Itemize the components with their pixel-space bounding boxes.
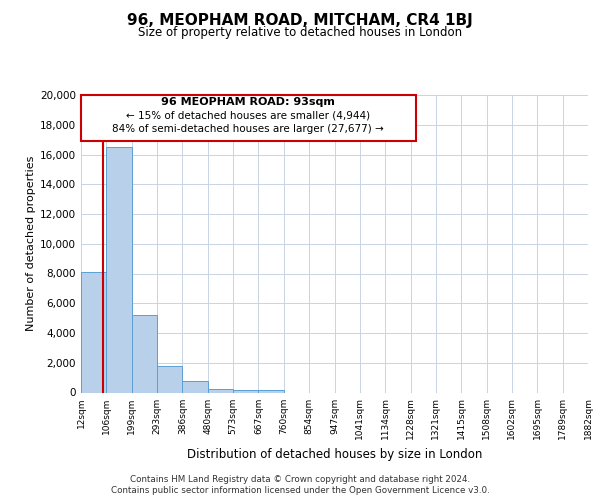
Text: Contains public sector information licensed under the Open Government Licence v3: Contains public sector information licen… xyxy=(110,486,490,495)
Text: Size of property relative to detached houses in London: Size of property relative to detached ho… xyxy=(138,26,462,39)
Bar xyxy=(182,380,208,392)
X-axis label: Distribution of detached houses by size in London: Distribution of detached houses by size … xyxy=(187,448,482,461)
Bar xyxy=(208,389,233,392)
Text: Contains HM Land Registry data © Crown copyright and database right 2024.: Contains HM Land Registry data © Crown c… xyxy=(130,475,470,484)
Text: 96 MEOPHAM ROAD: 93sqm: 96 MEOPHAM ROAD: 93sqm xyxy=(161,98,335,108)
Bar xyxy=(157,366,182,392)
FancyBboxPatch shape xyxy=(81,95,416,141)
Bar xyxy=(132,315,157,392)
Text: ← 15% of detached houses are smaller (4,944): ← 15% of detached houses are smaller (4,… xyxy=(126,111,370,121)
Bar xyxy=(106,147,132,392)
Bar xyxy=(81,272,106,392)
Bar xyxy=(233,390,259,392)
Text: 84% of semi-detached houses are larger (27,677) →: 84% of semi-detached houses are larger (… xyxy=(112,124,384,134)
Bar xyxy=(259,390,284,392)
Y-axis label: Number of detached properties: Number of detached properties xyxy=(26,156,36,332)
Text: 96, MEOPHAM ROAD, MITCHAM, CR4 1BJ: 96, MEOPHAM ROAD, MITCHAM, CR4 1BJ xyxy=(127,12,473,28)
